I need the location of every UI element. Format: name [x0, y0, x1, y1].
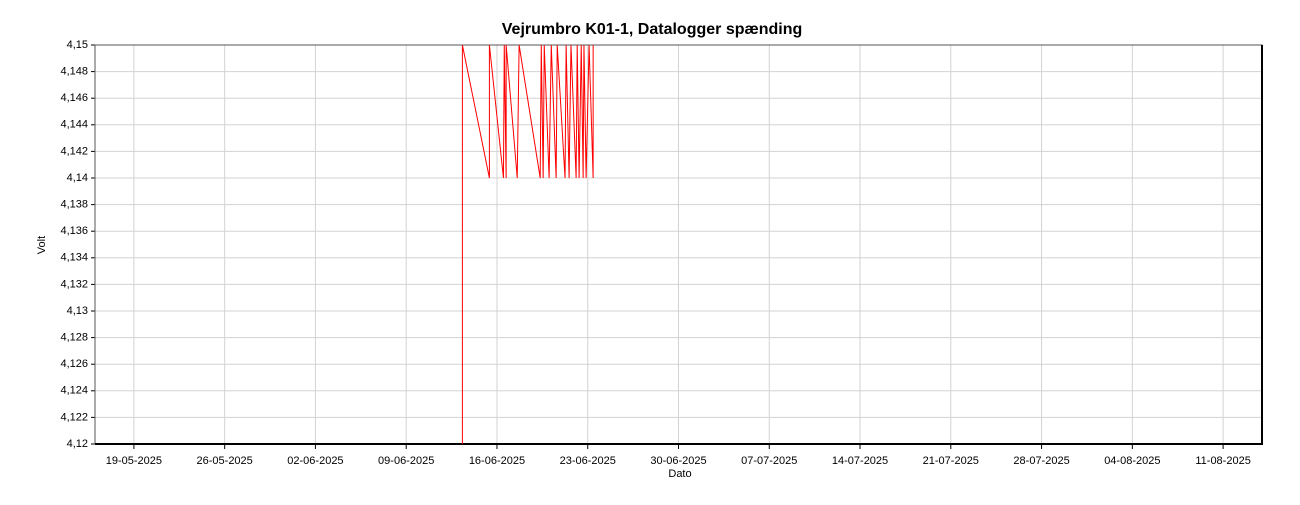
x-tick-label: 02-06-2025 — [287, 455, 343, 467]
data-line — [461, 44, 594, 444]
x-tick-label: 23-06-2025 — [560, 455, 616, 467]
x-tick-label: 11-08-2025 — [1195, 455, 1250, 467]
y-axis-label: Volt — [36, 236, 48, 254]
y-tick-label: 4,12 — [67, 438, 88, 450]
y-tick-label: 4,122 — [60, 411, 88, 423]
x-tick-label: 04-08-2025 — [1104, 455, 1160, 467]
y-tick-label: 4,15 — [67, 39, 88, 51]
y-tick-label: 4,138 — [60, 199, 88, 211]
x-tick-label: 19-05-2025 — [106, 455, 162, 467]
y-tick-label: 4,136 — [60, 225, 88, 237]
y-tick-label: 4,126 — [60, 358, 88, 370]
y-tick-label: 4,146 — [60, 92, 88, 104]
y-tick-label: 4,124 — [60, 385, 88, 397]
y-tick-label: 4,132 — [60, 278, 88, 290]
x-tick-label: 26-05-2025 — [197, 455, 253, 467]
x-tick-label: 30-06-2025 — [650, 455, 706, 467]
x-tick-label: 16-06-2025 — [469, 455, 525, 467]
x-axis-label: Dato — [668, 468, 691, 480]
chart-title: Vejrumbro K01-1, Datalogger spænding — [502, 21, 803, 38]
x-tick-label: 28-07-2025 — [1013, 455, 1069, 467]
y-tick-label: 4,14 — [67, 172, 88, 184]
x-tick-label: 21-07-2025 — [923, 455, 979, 467]
x-tick-label: 07-07-2025 — [741, 455, 797, 467]
y-tick-label: 4,142 — [60, 145, 88, 157]
y-tick-label: 4,148 — [60, 66, 88, 78]
x-tick-label: 09-06-2025 — [378, 455, 434, 467]
y-tick-label: 4,144 — [60, 119, 88, 131]
y-tick-label: 4,128 — [60, 332, 88, 344]
y-tick-label: 4,13 — [67, 305, 88, 317]
x-tick-label: 14-07-2025 — [832, 455, 888, 467]
y-tick-label: 4,134 — [60, 252, 88, 264]
